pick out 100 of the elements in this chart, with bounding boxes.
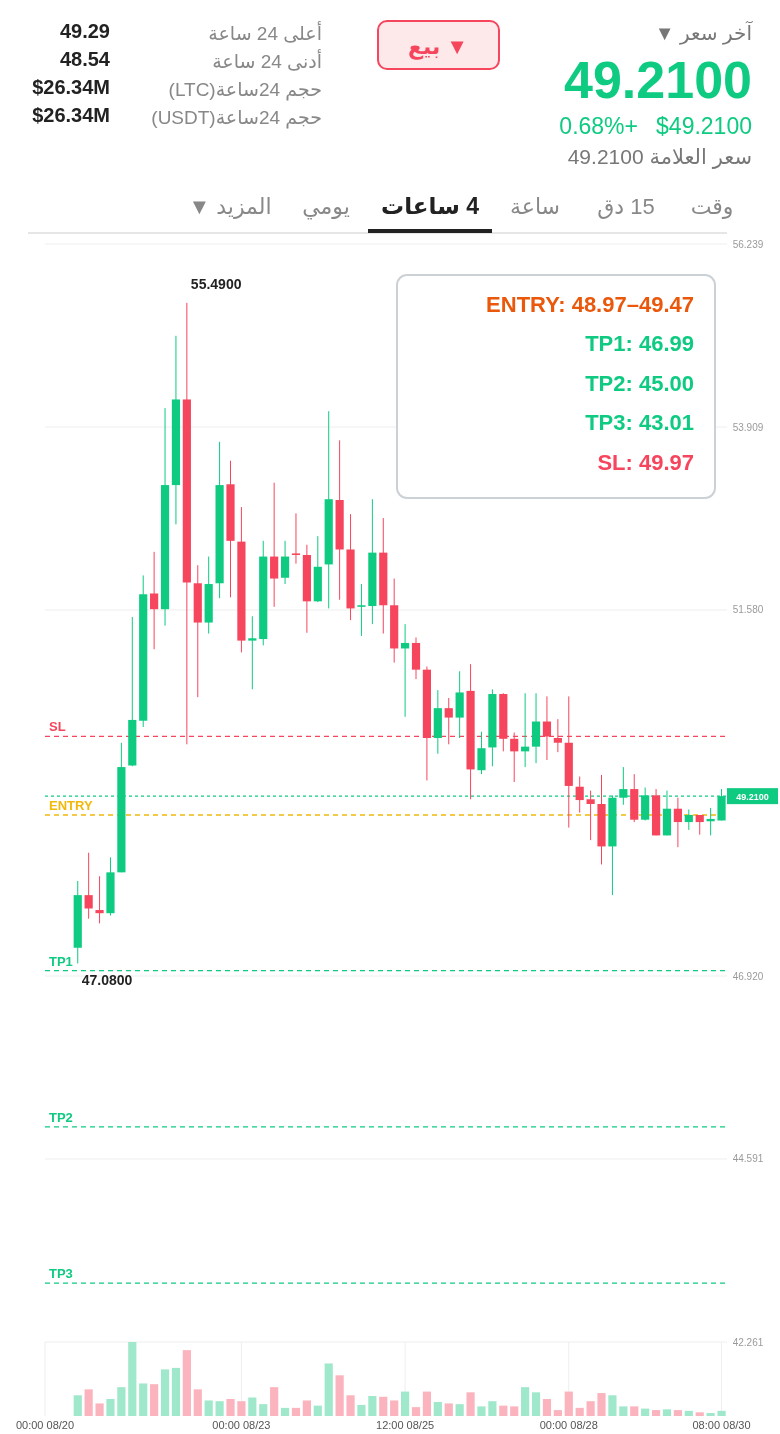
bar bbox=[455, 1404, 464, 1416]
text: آخر سعر ▼ bbox=[654, 20, 754, 45]
bar bbox=[182, 1350, 191, 1416]
annotation: TP2: 45.00 bbox=[585, 370, 694, 396]
bar bbox=[150, 1384, 159, 1416]
ref-line-label: TP2 bbox=[49, 1109, 73, 1125]
bar bbox=[237, 1401, 246, 1416]
bar bbox=[531, 1392, 541, 1416]
annotation: TP3: 43.01 bbox=[585, 410, 694, 436]
annotation: SL: 49.97 bbox=[597, 449, 694, 475]
text: حجم 24ساعة(USDT) bbox=[151, 107, 322, 129]
bar bbox=[259, 1404, 268, 1416]
bar bbox=[302, 1400, 311, 1416]
x-tick-label: 00:00 08/20 bbox=[15, 1419, 75, 1431]
text: ساعة bbox=[509, 194, 561, 219]
bar bbox=[270, 1387, 279, 1416]
bar bbox=[706, 1413, 715, 1416]
text: 49.29 bbox=[59, 20, 110, 42]
bar bbox=[117, 1387, 126, 1416]
x-tick-label: 12:00 08/25 bbox=[376, 1419, 435, 1431]
annotation: TP1: 46.99 bbox=[585, 331, 694, 357]
annotation: 55.4900 bbox=[190, 275, 242, 292]
bar bbox=[291, 1407, 301, 1416]
bar bbox=[553, 1410, 562, 1416]
text: وقت bbox=[690, 194, 734, 219]
bar bbox=[662, 1409, 672, 1416]
bar bbox=[357, 1404, 366, 1416]
bar bbox=[433, 1401, 442, 1416]
text: $49.2100 bbox=[656, 113, 752, 139]
bar bbox=[477, 1406, 486, 1416]
ref-line: TP3 bbox=[44, 1266, 728, 1284]
ref-line-label: 49.2100 bbox=[736, 791, 769, 802]
bar bbox=[204, 1400, 213, 1416]
bar bbox=[390, 1400, 399, 1416]
bar bbox=[160, 1369, 170, 1416]
ref-line-label: TP3 bbox=[49, 1266, 73, 1282]
bar bbox=[280, 1407, 290, 1416]
bar bbox=[651, 1410, 661, 1416]
bar bbox=[248, 1397, 257, 1416]
y-tick-label: 51.580 bbox=[732, 604, 764, 616]
bar bbox=[139, 1383, 148, 1416]
bar bbox=[488, 1401, 497, 1416]
y-tick-label: 53.909 bbox=[732, 421, 764, 433]
bar bbox=[106, 1398, 115, 1416]
bar bbox=[597, 1393, 606, 1416]
text: المزيد ▼ bbox=[188, 194, 272, 219]
text: $26.34M bbox=[32, 76, 110, 98]
bar bbox=[368, 1396, 377, 1416]
bar bbox=[226, 1398, 235, 1416]
text: يومي bbox=[302, 194, 350, 220]
text: أدنى 24 ساعة bbox=[212, 49, 322, 72]
ref-line: TP2 bbox=[44, 1109, 728, 1128]
text: 4 ساعات bbox=[381, 193, 480, 219]
bar bbox=[564, 1391, 573, 1416]
bar bbox=[695, 1412, 704, 1416]
bar bbox=[171, 1367, 181, 1416]
bar bbox=[586, 1401, 595, 1416]
ref-line: TP1 bbox=[44, 953, 728, 972]
bar bbox=[313, 1405, 322, 1416]
bar bbox=[521, 1387, 530, 1416]
annotation: 47.0800 bbox=[81, 972, 133, 989]
bar bbox=[717, 1410, 726, 1416]
text: ▼ بيع bbox=[407, 34, 469, 60]
text: 48.54 bbox=[59, 48, 111, 70]
y-tick-label: 42.261 bbox=[732, 1336, 764, 1348]
bar bbox=[510, 1406, 519, 1416]
bar bbox=[499, 1405, 508, 1416]
bar bbox=[215, 1401, 224, 1416]
bar bbox=[324, 1363, 333, 1416]
bar bbox=[673, 1410, 682, 1416]
bar bbox=[444, 1403, 453, 1416]
text: 0.68%+ bbox=[559, 113, 638, 139]
bar bbox=[466, 1392, 475, 1416]
y-tick-label: 46.920 bbox=[732, 970, 764, 982]
text: $26.34M bbox=[32, 104, 110, 126]
bar bbox=[575, 1407, 584, 1416]
x-tick-label: 08:00 08/30 bbox=[692, 1419, 751, 1431]
text: سعر العلامة 49.2100 bbox=[567, 145, 752, 169]
bar bbox=[73, 1395, 82, 1416]
bar bbox=[401, 1391, 410, 1416]
bar bbox=[608, 1395, 617, 1416]
x-tick-label: 00:00 08/23 bbox=[212, 1419, 271, 1431]
bar bbox=[411, 1407, 421, 1416]
text: أعلى 24 ساعة bbox=[208, 21, 322, 44]
bar bbox=[630, 1406, 639, 1416]
bar bbox=[422, 1391, 432, 1416]
bar bbox=[619, 1406, 628, 1416]
bar bbox=[684, 1410, 693, 1416]
bar bbox=[335, 1375, 344, 1416]
y-tick-label: 44.591 bbox=[732, 1153, 764, 1165]
x-tick-label: 00:00 08/28 bbox=[539, 1419, 598, 1431]
bar bbox=[193, 1389, 202, 1416]
bar bbox=[379, 1396, 388, 1416]
text: 15 دق bbox=[597, 194, 655, 219]
ref-line-label: SL bbox=[49, 719, 66, 735]
bar bbox=[95, 1403, 104, 1416]
ref-line-label: TP1 bbox=[49, 953, 73, 969]
ref-line: SL bbox=[44, 719, 728, 738]
y-tick-label: 56.239 bbox=[732, 238, 764, 250]
bar bbox=[542, 1398, 552, 1416]
